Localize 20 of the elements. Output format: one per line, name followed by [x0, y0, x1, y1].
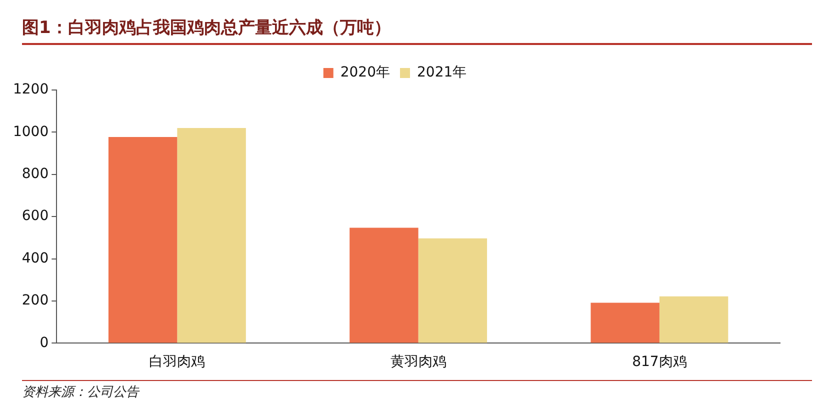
y-tick-label: 600	[22, 208, 49, 224]
text: 资料来源：公司公告	[22, 380, 812, 401]
chart-title: 图1：白羽肉鸡占我国鸡肉总产量近六成（万吨）	[22, 16, 812, 45]
y-tick-label: 1000	[12, 124, 49, 140]
x-tick-label: 817肉鸡	[632, 354, 687, 370]
legend-label: 2021年	[417, 64, 467, 81]
bar	[418, 238, 488, 343]
bar	[659, 296, 728, 343]
bar	[108, 137, 178, 343]
y-tick-label: 200	[22, 292, 49, 309]
x-tick-label: 黄羽肉鸡	[390, 354, 446, 370]
x-tick-label: 白羽肉鸡	[149, 354, 206, 370]
bar	[590, 302, 660, 343]
y-tick-label: 0	[40, 334, 49, 351]
legend-label: 2020年	[340, 64, 390, 81]
y-tick-label: 400	[22, 250, 49, 266]
bar	[350, 228, 418, 343]
y-tick-label: 800	[22, 166, 49, 182]
y-tick-label: 1200	[12, 82, 49, 98]
bar	[177, 128, 246, 343]
